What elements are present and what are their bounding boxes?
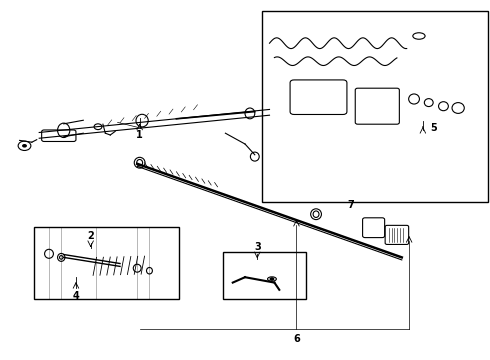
- Bar: [34, 227, 179, 299]
- Bar: [223, 252, 306, 299]
- Circle shape: [270, 277, 274, 281]
- Text: 1: 1: [136, 130, 143, 140]
- Text: 4: 4: [73, 291, 79, 301]
- Circle shape: [22, 144, 27, 148]
- Text: 6: 6: [293, 334, 300, 344]
- Text: 2: 2: [87, 231, 94, 241]
- Text: 5: 5: [430, 123, 437, 133]
- Text: 3: 3: [254, 242, 261, 252]
- Text: 7: 7: [347, 200, 354, 210]
- Bar: [262, 11, 488, 202]
